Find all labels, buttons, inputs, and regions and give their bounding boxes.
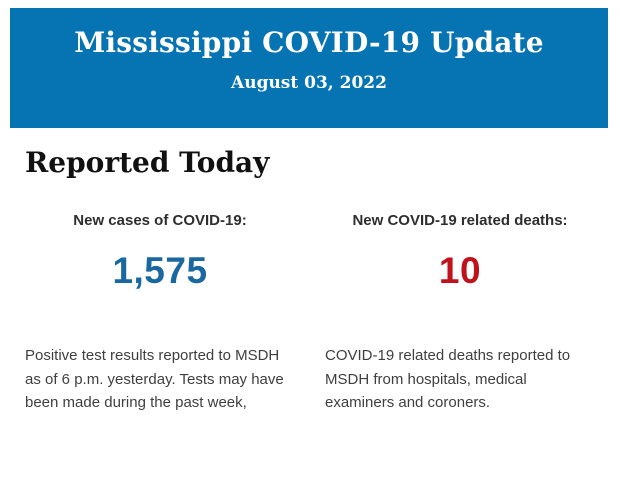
stat-new-deaths: New COVID-19 related deaths: 10 COVID-19… xyxy=(325,212,595,415)
header-banner: Mississippi COVID-19 Update August 03, 2… xyxy=(10,8,608,128)
section-heading: Reported Today xyxy=(25,146,270,179)
stats-columns: New cases of COVID-19: 1,575 Positive te… xyxy=(25,212,595,415)
stat-value-new-deaths: 10 xyxy=(438,250,482,291)
stat-label-new-deaths: New COVID-19 related deaths: xyxy=(352,212,568,229)
stat-description-new-cases: Positive test results reported to MSDH a… xyxy=(25,347,284,411)
stat-label-new-cases: New cases of COVID-19: xyxy=(73,212,247,229)
covid-update-page: Mississippi COVID-19 Update August 03, 2… xyxy=(0,8,620,491)
stat-new-cases: New cases of COVID-19: 1,575 Positive te… xyxy=(25,212,295,415)
page-title: Mississippi COVID-19 Update xyxy=(74,26,544,59)
stat-value-new-cases: 1,575 xyxy=(112,250,208,291)
stat-description-new-deaths: COVID-19 related deaths reported to MSDH… xyxy=(325,347,571,411)
header-date: August 03, 2022 xyxy=(231,73,387,93)
main-content: Reported Today New cases of COVID-19: 1,… xyxy=(0,146,620,415)
